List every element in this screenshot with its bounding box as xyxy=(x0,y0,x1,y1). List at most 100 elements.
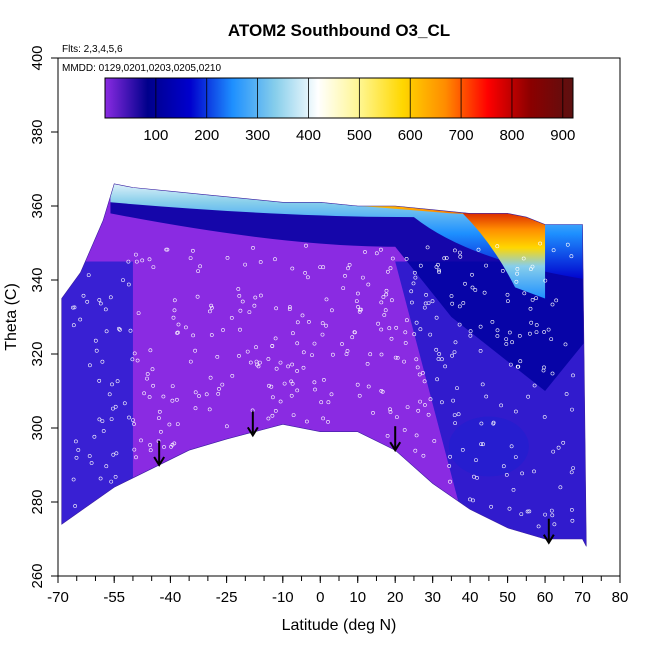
sample-point xyxy=(456,412,461,417)
sample-point xyxy=(565,242,570,247)
sample-point xyxy=(134,259,139,264)
sample-point xyxy=(225,255,230,260)
sample-point xyxy=(550,302,555,307)
sample-point xyxy=(252,303,257,308)
sample-point xyxy=(270,395,275,400)
sample-point xyxy=(460,447,465,452)
sample-point xyxy=(495,244,500,249)
sample-point xyxy=(534,330,539,335)
colorbar: 100 200 300 400 500 600 700 800 900 xyxy=(104,77,575,144)
sample-point xyxy=(98,476,103,481)
sample-point xyxy=(274,366,279,371)
sample-point xyxy=(172,308,177,313)
sample-point xyxy=(193,406,198,411)
sample-point xyxy=(148,443,153,447)
sample-point xyxy=(517,333,522,338)
sample-point xyxy=(414,357,419,362)
domain-outline xyxy=(61,183,587,547)
sample-point xyxy=(290,362,295,367)
y-axis-label: Theta (C) xyxy=(3,283,20,351)
sample-point xyxy=(434,315,439,320)
sample-point xyxy=(321,377,326,382)
sample-point xyxy=(151,265,156,270)
sample-point xyxy=(221,328,225,332)
sample-point xyxy=(437,268,441,273)
sample-point xyxy=(508,362,513,367)
sample-point xyxy=(134,455,138,460)
sample-point xyxy=(93,338,98,343)
chart-title: ATOM2 Southbound O3_CL xyxy=(228,21,450,40)
sample-point xyxy=(403,330,408,335)
sample-point xyxy=(255,362,259,367)
sample-point xyxy=(356,304,360,309)
sample-point xyxy=(330,352,335,357)
sample-point xyxy=(97,298,102,302)
sample-point xyxy=(258,260,263,264)
sample-point xyxy=(170,398,175,403)
sample-point xyxy=(505,299,510,304)
sample-point xyxy=(329,308,334,313)
sample-point xyxy=(546,327,551,332)
sample-point xyxy=(172,441,177,446)
sample-point xyxy=(193,390,198,395)
arrow-head xyxy=(389,441,402,453)
sample-point xyxy=(238,327,242,332)
sample-point xyxy=(115,379,120,384)
sample-point xyxy=(522,291,527,296)
sample-point xyxy=(215,354,220,359)
sample-point xyxy=(476,247,481,252)
sample-point xyxy=(366,384,371,389)
sample-point xyxy=(563,342,568,347)
colorbar-tick-label: 700 xyxy=(449,127,474,144)
sample-point xyxy=(114,451,119,456)
sample-point xyxy=(491,420,496,425)
sample-point xyxy=(197,394,201,398)
sample-point xyxy=(174,397,179,402)
sample-point xyxy=(248,360,253,365)
sample-point xyxy=(216,391,221,396)
field-west-band xyxy=(61,261,133,539)
sample-point xyxy=(542,415,547,419)
sample-point xyxy=(273,257,277,262)
sample-point xyxy=(175,422,180,427)
sample-point xyxy=(404,318,409,323)
sample-point xyxy=(304,243,308,248)
sample-point xyxy=(450,301,455,306)
x-tick-label: 30 xyxy=(424,589,441,606)
sample-point xyxy=(449,294,454,298)
x-tick-label: -40 xyxy=(160,589,182,606)
sample-point xyxy=(286,364,291,369)
sample-point xyxy=(71,323,76,328)
sample-point xyxy=(366,282,371,287)
sample-point xyxy=(421,453,426,458)
sample-point xyxy=(148,448,153,453)
sample-point xyxy=(504,342,509,346)
sample-point xyxy=(355,291,360,296)
sample-point xyxy=(418,399,423,404)
sample-point xyxy=(140,258,145,263)
sample-point xyxy=(170,384,175,389)
sample-point xyxy=(528,331,532,336)
sample-point xyxy=(437,270,442,274)
sample-point xyxy=(379,352,384,357)
x-tick-label: -70 xyxy=(47,589,69,606)
sample-point xyxy=(479,421,484,426)
sample-point xyxy=(422,305,427,310)
sample-point xyxy=(551,248,556,253)
colorbar-tick-label: 400 xyxy=(296,127,321,144)
sample-point xyxy=(74,439,78,444)
sample-point xyxy=(101,429,106,433)
sample-point xyxy=(135,358,140,363)
sample-point xyxy=(538,241,543,246)
sample-point xyxy=(418,327,423,332)
sample-point xyxy=(405,405,410,410)
x-tick-label: -55 xyxy=(103,589,125,606)
x-tick-label: 80 xyxy=(612,589,629,606)
sample-point xyxy=(416,408,421,413)
sample-point xyxy=(515,266,520,271)
sample-point xyxy=(379,327,384,332)
sample-point xyxy=(273,408,278,413)
sample-point xyxy=(569,254,574,259)
arrow-head xyxy=(246,426,259,438)
